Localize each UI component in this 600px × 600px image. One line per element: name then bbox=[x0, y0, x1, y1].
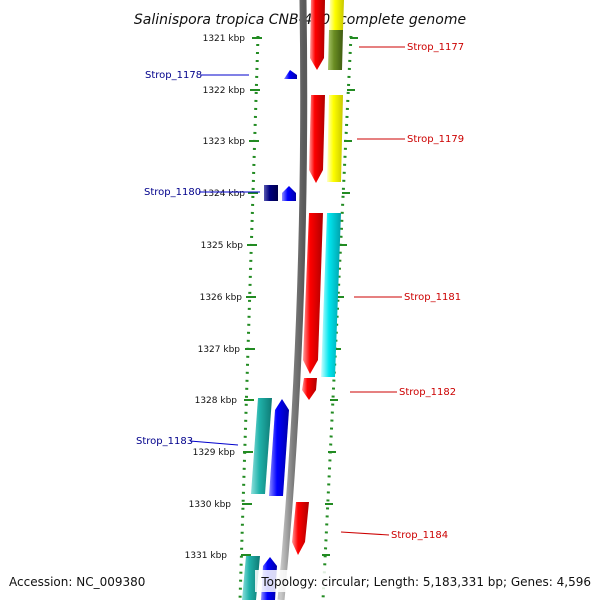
tick-1325: 1325 kbp bbox=[201, 241, 347, 251]
gene-label: Strop_1184 bbox=[391, 530, 448, 541]
gene-Strop_1180-blue[interactable] bbox=[282, 186, 296, 201]
gene-label: Strop_1179 bbox=[407, 134, 464, 145]
tick-label: 1323 kbp bbox=[203, 137, 246, 147]
tick-label: 1325 kbp bbox=[201, 241, 244, 251]
gene-labels: Strop_1177 Strop_1178 Strop_1179 Strop_1… bbox=[136, 42, 464, 541]
gene-Strop_1177-yellow[interactable] bbox=[329, 0, 344, 30]
tick-1331: 1331 kbp bbox=[185, 551, 330, 561]
gene-Strop_1183-blue[interactable] bbox=[269, 399, 289, 496]
gene-label: Strop_1180 bbox=[144, 187, 201, 198]
gene-Strop_1181-cyan[interactable] bbox=[321, 213, 341, 377]
label-Strop_1182[interactable]: Strop_1182 bbox=[350, 387, 456, 398]
footer-left-bg bbox=[0, 570, 158, 592]
label-Strop_1177[interactable]: Strop_1177 bbox=[359, 42, 464, 53]
footer-right-bg bbox=[255, 570, 600, 592]
gene-label: Strop_1177 bbox=[407, 42, 464, 53]
plus-strand-genes bbox=[292, 0, 344, 555]
label-Strop_1179[interactable]: Strop_1179 bbox=[357, 134, 464, 145]
tick-label: 1327 kbp bbox=[198, 345, 241, 355]
gene-label: Strop_1178 bbox=[145, 70, 202, 81]
track-minus-outer bbox=[238, 35, 260, 600]
gene-Strop_1181-red[interactable] bbox=[303, 213, 323, 374]
tick-label: 1324 kbp bbox=[203, 189, 246, 199]
gene-Strop_1179-red[interactable] bbox=[309, 95, 325, 183]
tick-1324: 1324 kbp bbox=[203, 189, 350, 199]
tick-1327: 1327 kbp bbox=[198, 345, 341, 355]
tick-1321: 1321 kbp bbox=[203, 34, 358, 44]
tick-1326: 1326 kbp bbox=[200, 293, 344, 303]
gene-label: Strop_1182 bbox=[399, 387, 456, 398]
accession-text: Accession: NC_009380 bbox=[9, 575, 145, 589]
gene-label: Strop_1181 bbox=[404, 292, 461, 303]
tick-1323: 1323 kbp bbox=[203, 137, 352, 147]
genome-stats-text: Topology: circular; Length: 5,183,331 bp… bbox=[260, 575, 591, 589]
gene-Strop_1180-navy[interactable] bbox=[264, 185, 278, 201]
tick-label: 1326 kbp bbox=[200, 293, 243, 303]
tick-label: 1322 kbp bbox=[203, 86, 246, 96]
tick-label: 1329 kbp bbox=[193, 448, 236, 458]
gene-Strop_1178-blue[interactable] bbox=[284, 70, 297, 79]
label-Strop_1178[interactable]: Strop_1178 bbox=[145, 70, 249, 81]
kbp-ticks: 1321 kbp 1322 kbp 1323 kbp 1324 kbp 1325… bbox=[185, 34, 358, 561]
tick-label: 1321 kbp bbox=[203, 34, 246, 44]
label-Strop_1183[interactable]: Strop_1183 bbox=[136, 436, 239, 447]
genome-backbone bbox=[277, 0, 308, 600]
gene-Strop_1182-red[interactable] bbox=[302, 378, 317, 400]
gene-Strop_1179-yellow[interactable] bbox=[327, 95, 343, 182]
tick-label: 1331 kbp bbox=[185, 551, 228, 561]
label-Strop_1180[interactable]: Strop_1180 bbox=[144, 187, 260, 198]
gene-Strop_1183-teal[interactable] bbox=[251, 398, 272, 494]
gene-Strop_1177-olive[interactable] bbox=[328, 30, 343, 70]
tick-label: 1328 kbp bbox=[195, 396, 238, 406]
tick-1328: 1328 kbp bbox=[195, 396, 338, 406]
tick-label: 1330 kbp bbox=[189, 500, 232, 510]
tick-1322: 1322 kbp bbox=[203, 86, 355, 96]
gene-Strop_1177-red[interactable] bbox=[310, 0, 325, 70]
label-Strop_1184[interactable]: Strop_1184 bbox=[340, 530, 448, 541]
tick-1330: 1330 kbp bbox=[189, 500, 333, 510]
gene-Strop_1184-red[interactable] bbox=[292, 502, 309, 555]
gene-label: Strop_1183 bbox=[136, 436, 193, 447]
tick-1329: 1329 kbp bbox=[193, 448, 336, 458]
label-Strop_1181[interactable]: Strop_1181 bbox=[354, 292, 461, 303]
